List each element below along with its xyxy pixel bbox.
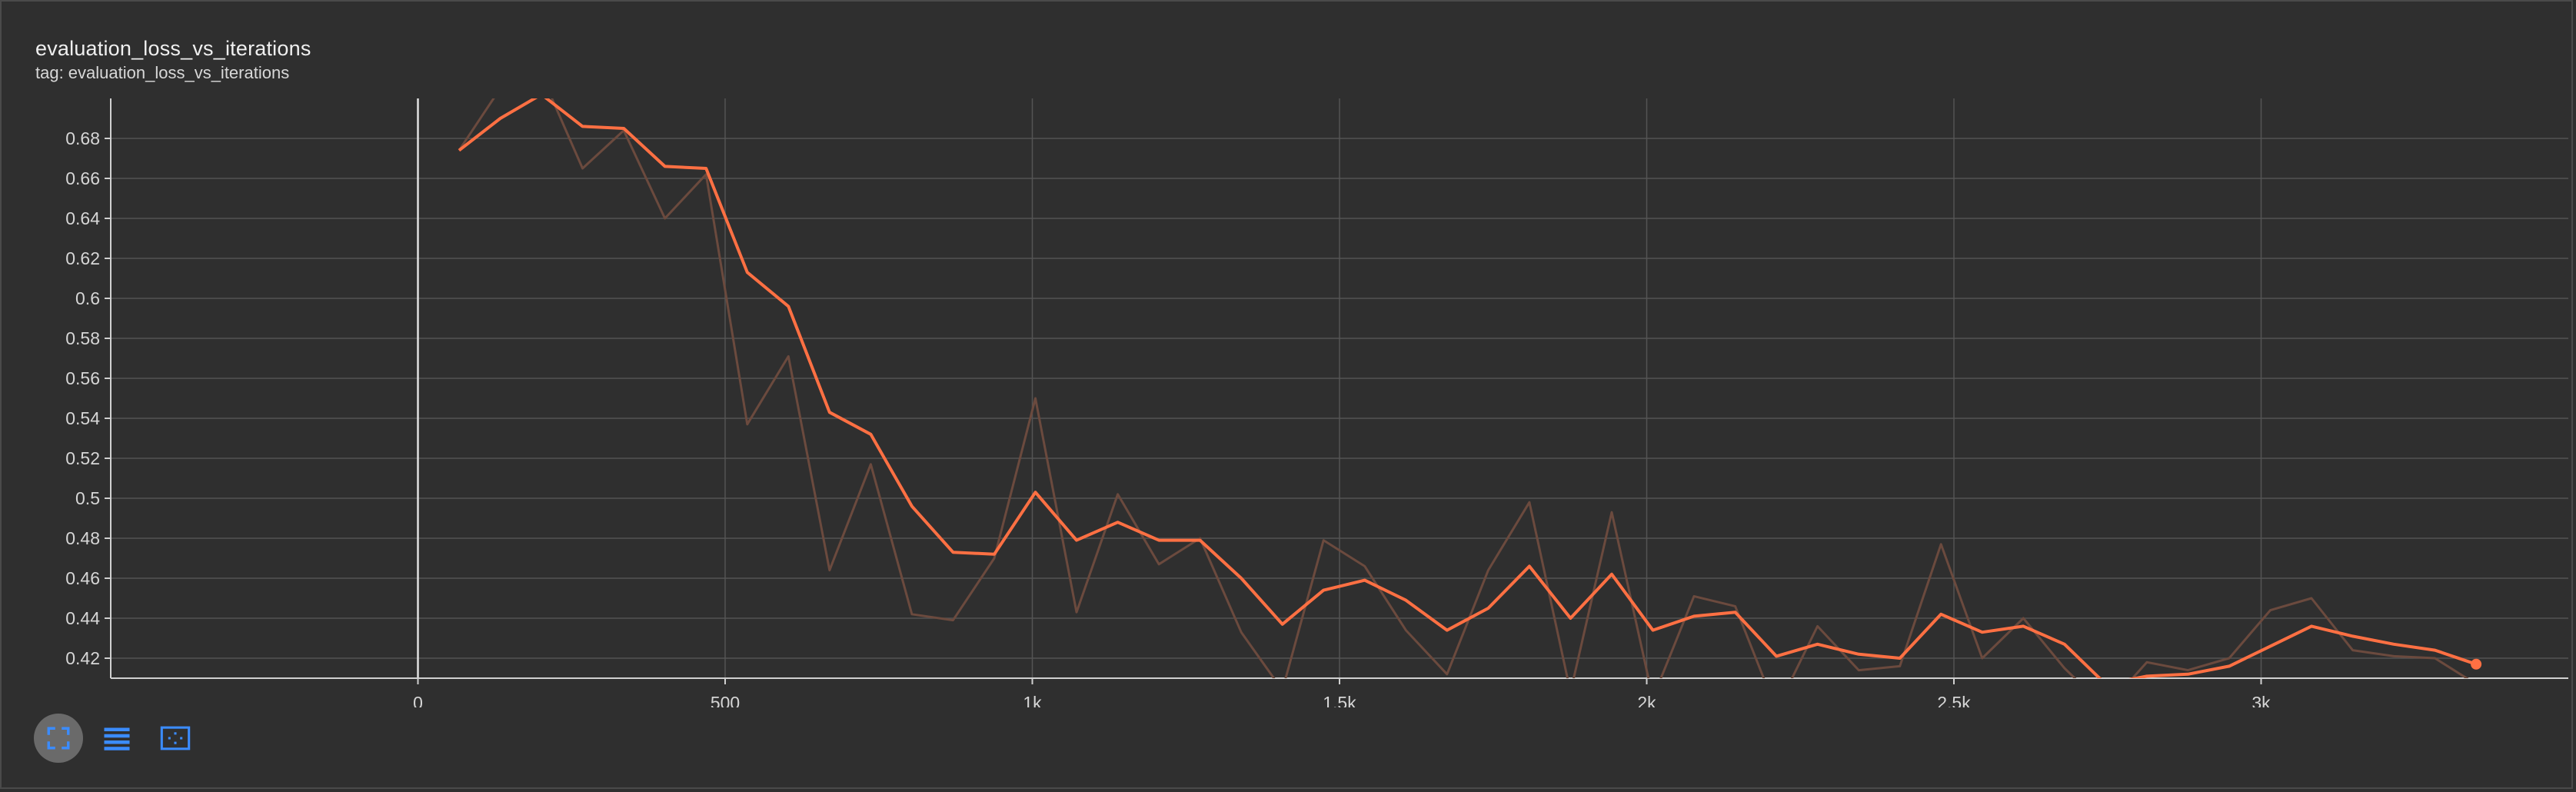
raw-loss-line: [458, 98, 2469, 678]
x-tick-label: 1k: [1023, 693, 1042, 707]
y-tick-label: 0.6: [75, 288, 100, 308]
data-table-button[interactable]: [92, 714, 141, 763]
last-point-marker: [2471, 658, 2482, 670]
fullscreen-icon: [47, 727, 70, 750]
y-tick-label: 0.48: [65, 528, 100, 548]
x-tick-label: 0: [413, 693, 423, 707]
x-tick-label: 3k: [2252, 693, 2271, 707]
x-tick-label: 2k: [1637, 693, 1656, 707]
x-tick-label: 2.5k: [1937, 693, 1971, 707]
card-title: evaluation_loss_vs_iterations: [35, 37, 311, 60]
x-tick-label: 500: [711, 693, 740, 707]
y-tick-label: 0.62: [65, 248, 100, 268]
smoothed-loss-line: [458, 98, 2477, 678]
y-tick-label: 0.64: [65, 208, 100, 228]
y-tick-label: 0.56: [65, 368, 100, 388]
y-tick-label: 0.52: [65, 448, 100, 468]
tick-labels: 0.42 0.44 0.46 0.48 0.5 0.52 0.54 0.56 0.58 0.6 0.…: [65, 128, 2271, 707]
y-tick-label: 0.46: [65, 568, 100, 588]
x-tick-label: 1.5k: [1323, 693, 1356, 707]
axis-layer: [105, 98, 2568, 684]
fullscreen-button[interactable]: [34, 714, 83, 763]
fit-domain-button[interactable]: [151, 714, 200, 763]
fit-domain-icon: [160, 726, 191, 750]
chart-toolbar: [34, 709, 200, 767]
loss-chart[interactable]: 0.42 0.44 0.46 0.48 0.5 0.52 0.54 0.56 0.58 0.6 0.…: [0, 0, 2576, 707]
y-tick-label: 0.66: [65, 168, 100, 188]
y-tick-label: 0.5: [75, 488, 100, 508]
y-tick-label: 0.42: [65, 648, 100, 668]
y-tick-label: 0.58: [65, 328, 100, 348]
card-tag: tag: evaluation_loss_vs_iterations: [35, 63, 290, 82]
y-tick-label: 0.68: [65, 128, 100, 148]
series-layer: [458, 98, 2482, 678]
y-tick-label: 0.54: [65, 408, 100, 428]
data-table-icon: [104, 727, 130, 750]
grid-layer: [111, 98, 2568, 678]
y-tick-label: 0.44: [65, 608, 100, 628]
